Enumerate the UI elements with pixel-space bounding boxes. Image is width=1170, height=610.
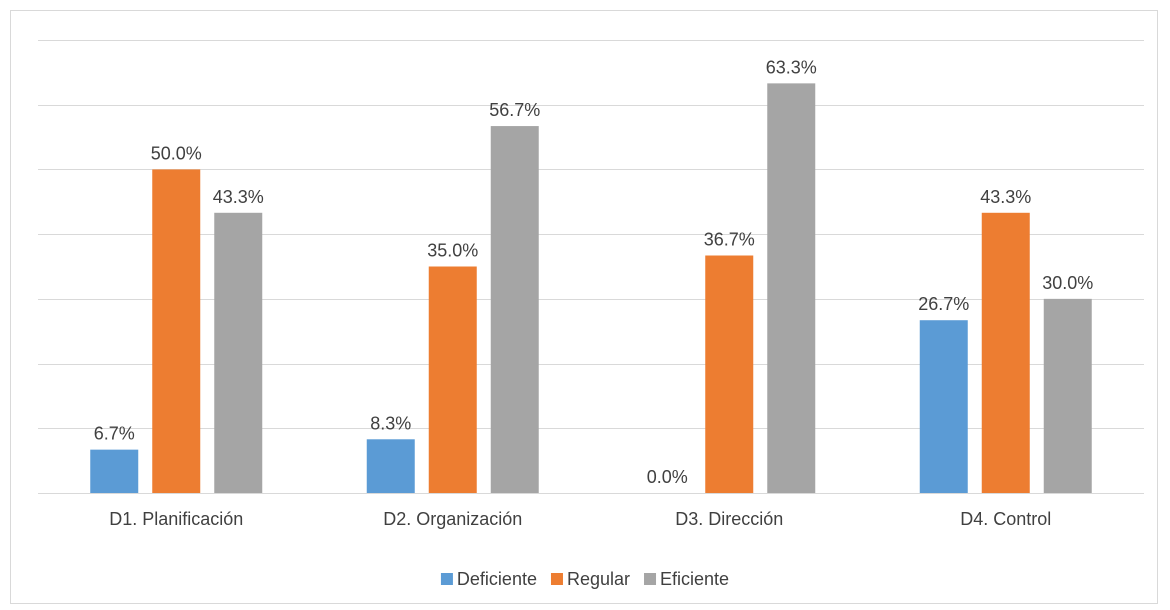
category-labels: D1. Planificación D2. Organización D3. Dir… [109,509,1051,529]
data-labels: 6.7% 50.0% 43.3% 8.3% 35.0% 56.7% 0.0% 36.7% 63.… [94,57,1094,487]
data-label: 63.3% [766,57,817,77]
data-label: 56.7% [489,100,540,120]
legend-swatch [644,573,657,585]
legend: Deficiente Regular Eficiente [440,569,729,589]
data-label: 0.0% [647,467,688,487]
legend-swatch [440,573,453,585]
data-label: 8.3% [370,413,411,433]
gridlines [38,40,1144,494]
legend-label: Eficiente [660,569,729,589]
bar-deficiente [366,439,415,493]
data-label: 26.7% [918,294,969,314]
bar-eficiente [767,83,816,493]
category-label: D2. Organización [383,509,522,529]
bar-deficiente [90,449,139,493]
bar-chart: 6.7% 50.0% 43.3% 8.3% 35.0% 56.7% 0.0% 36.7% 63.… [38,40,1144,589]
data-label: 6.7% [94,424,135,444]
bar-eficiente [1043,298,1092,493]
bar-deficiente [919,320,968,493]
category-label: D3. Dirección [675,509,783,529]
data-label: 43.3% [980,187,1031,207]
legend-label: Regular [567,569,630,589]
legend-item: Regular [550,569,630,589]
category-label: D1. Planificación [109,509,243,529]
bar-regular [981,212,1030,493]
bar-regular [705,255,754,493]
bars [90,83,1092,493]
bar-eficiente [490,126,539,493]
category-label: D4. Control [960,509,1051,529]
legend-swatch [550,573,563,585]
bar-eficiente [214,212,263,493]
data-label: 43.3% [213,187,264,207]
legend-item: Deficiente [440,569,537,589]
legend-label: Deficiente [457,569,537,589]
data-label: 30.0% [1042,273,1093,293]
data-label: 35.0% [427,241,478,261]
bar-regular [428,266,477,493]
data-label: 50.0% [151,143,202,163]
data-label: 36.7% [704,229,755,249]
chart-frame: 6.7% 50.0% 43.3% 8.3% 35.0% 56.7% 0.0% 36.7% 63.… [10,10,1158,604]
legend-item: Eficiente [644,569,729,589]
bar-regular [152,169,201,493]
